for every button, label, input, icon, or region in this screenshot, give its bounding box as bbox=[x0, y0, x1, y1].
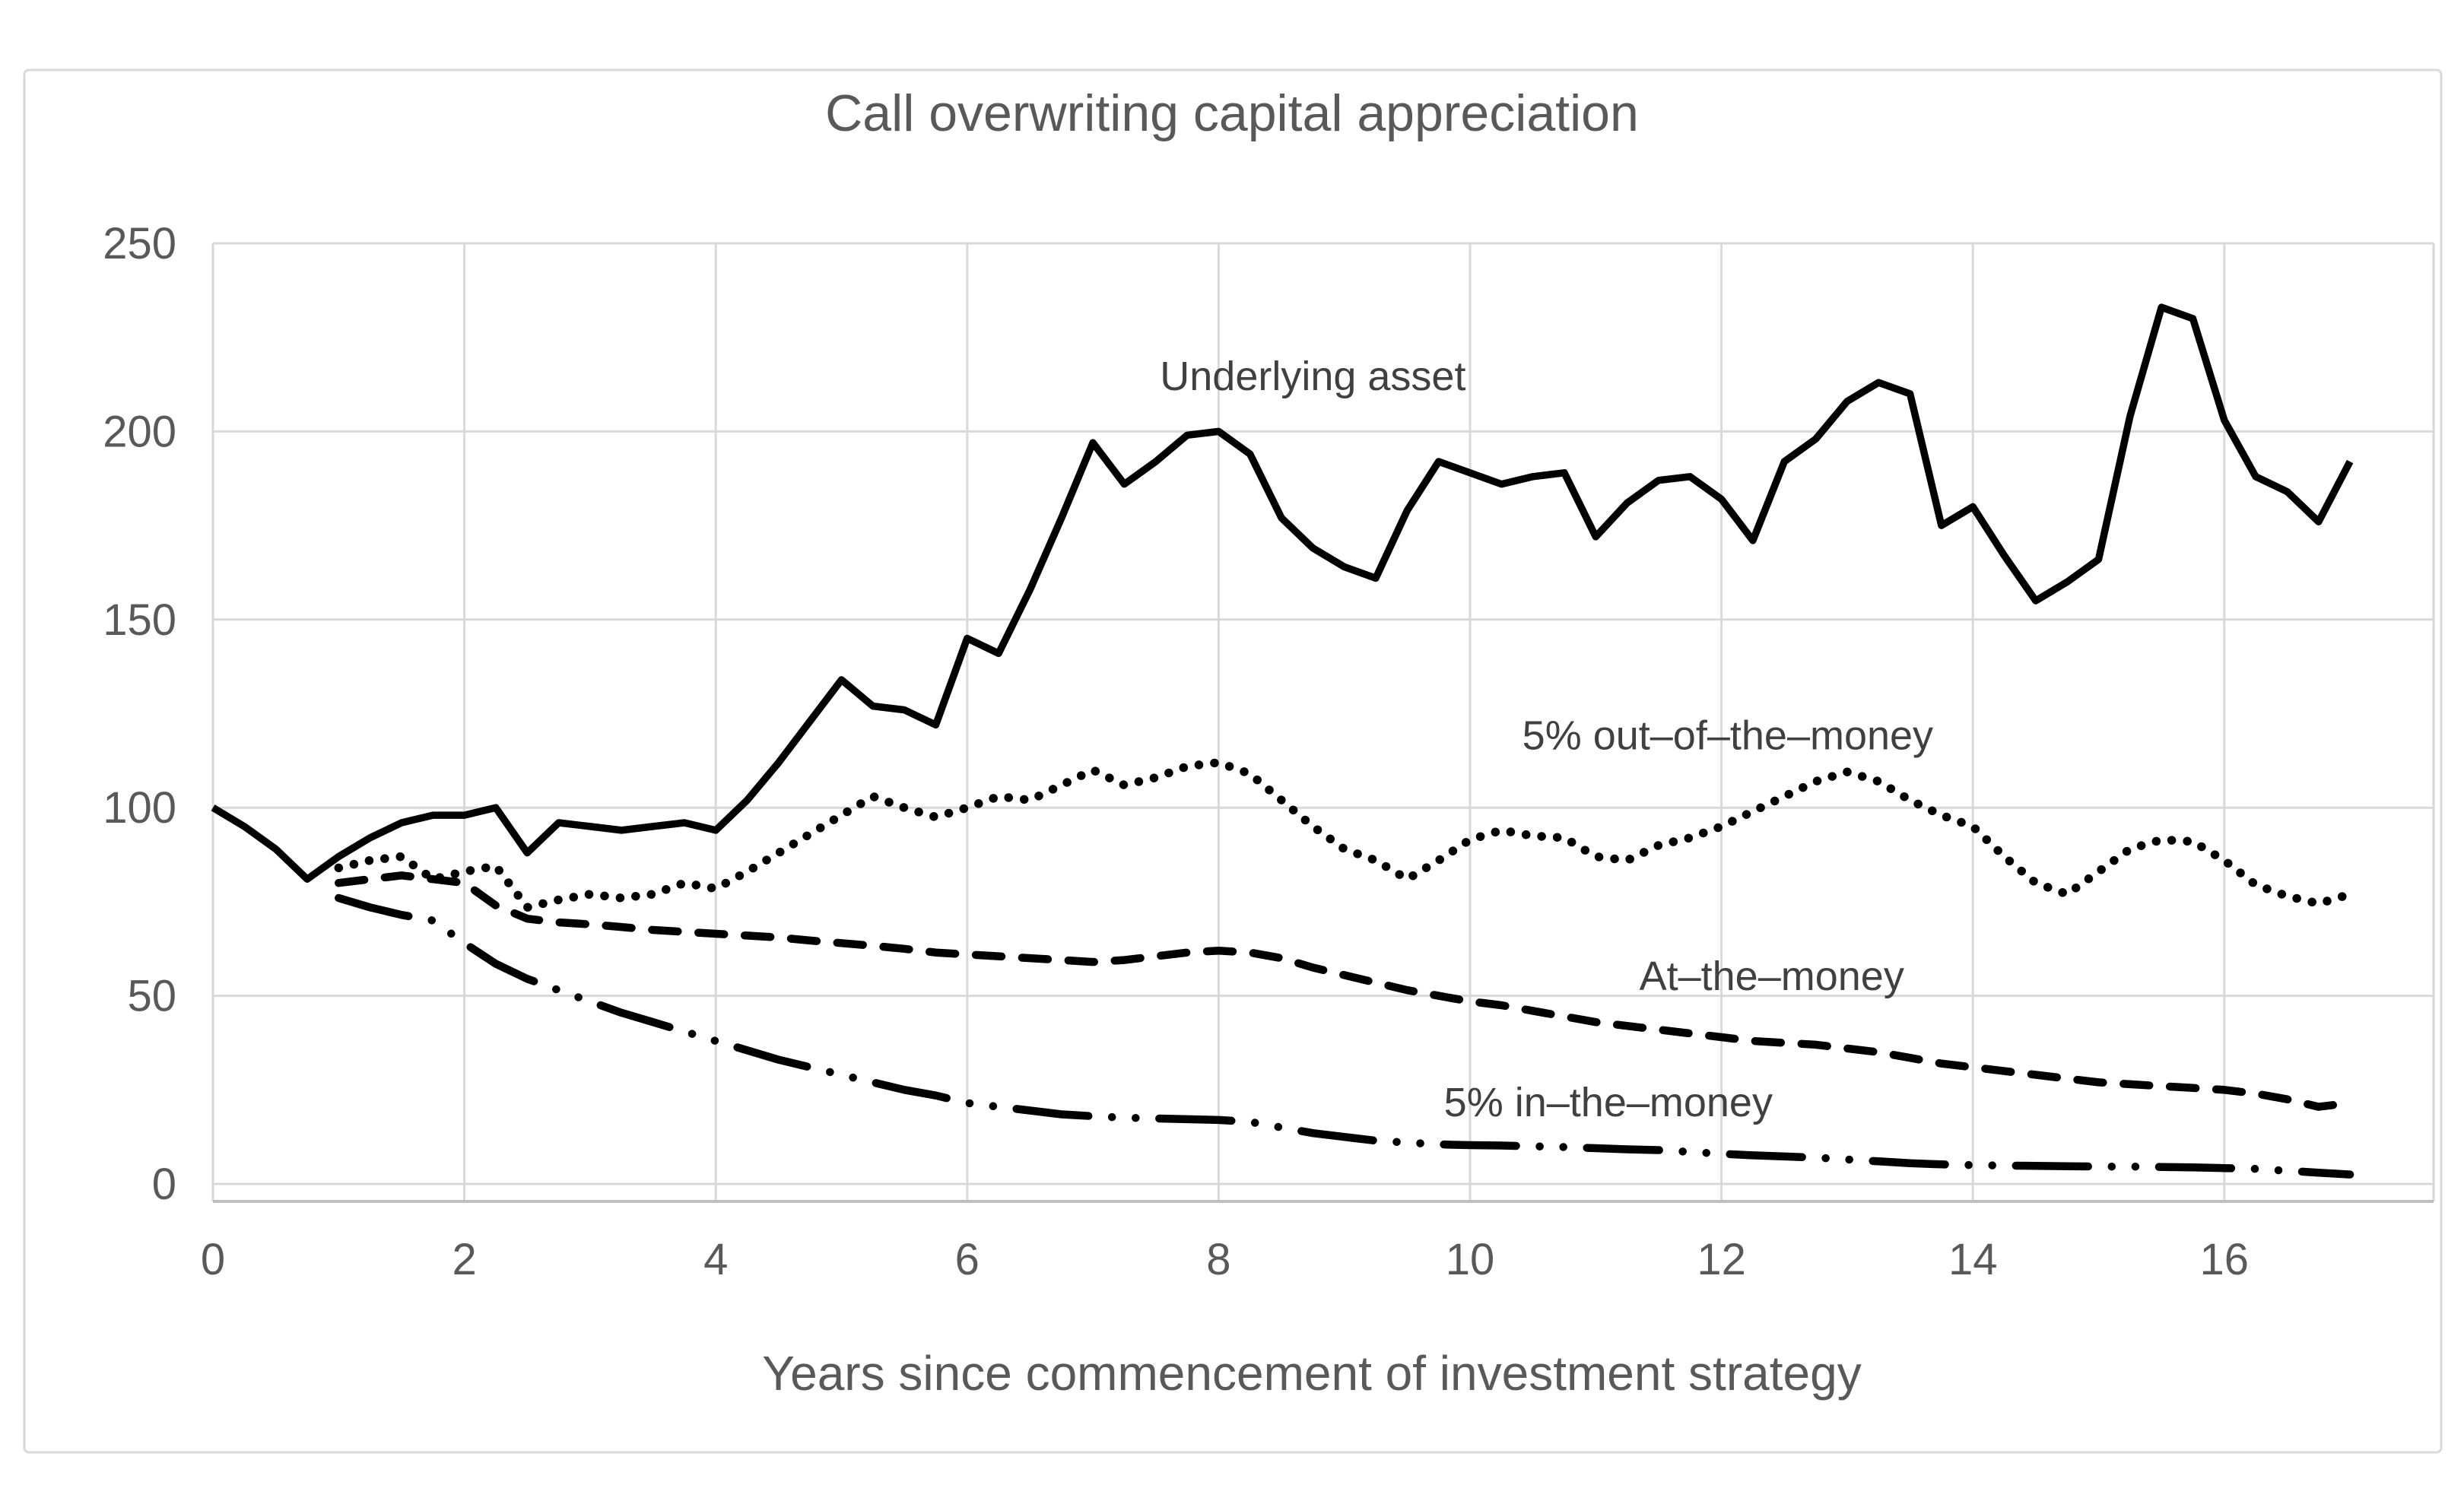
x-tick-label: 0 bbox=[201, 1235, 225, 1284]
x-axis-title: Years since commencement of investment s… bbox=[762, 1346, 1861, 1401]
y-tick-label: 50 bbox=[127, 972, 176, 1021]
label-5pct-in-the-money: 5% in–the–money bbox=[1444, 1080, 1773, 1125]
x-tick-label: 6 bbox=[955, 1235, 980, 1284]
x-tick-label: 10 bbox=[1446, 1235, 1495, 1284]
y-tick-labels: 0 50 100 150 200 250 bbox=[103, 219, 176, 1209]
x-tick-label: 4 bbox=[703, 1235, 728, 1284]
series-line-at-the-money bbox=[335, 871, 2354, 1111]
x-tick-label: 2 bbox=[452, 1235, 476, 1284]
x-tick-label: 8 bbox=[1206, 1235, 1230, 1284]
data-series bbox=[211, 303, 2354, 1179]
series-line-out-of-the-money-5pct bbox=[334, 758, 2354, 912]
label-at-the-money: At–the–money bbox=[1640, 954, 1904, 999]
y-tick-label: 200 bbox=[103, 407, 176, 456]
y-tick-label: 150 bbox=[103, 595, 176, 645]
label-5pct-out-of-the-money: 5% out–of–the–money bbox=[1523, 713, 1933, 759]
x-tick-label: 14 bbox=[1948, 1235, 1998, 1284]
chart-border bbox=[23, 68, 2443, 1454]
y-tick-label: 100 bbox=[103, 783, 176, 833]
y-tick-label: 250 bbox=[103, 219, 176, 268]
gridlines bbox=[211, 242, 2435, 1201]
x-tick-label: 16 bbox=[2200, 1235, 2250, 1284]
series-line-in-the-money-5pct bbox=[335, 893, 2354, 1179]
x-tick-labels: 0 2 4 6 8 10 12 14 16 bbox=[201, 1235, 2249, 1284]
label-underlying-asset: Underlying asset bbox=[1160, 354, 1465, 399]
y-tick-label: 0 bbox=[152, 1160, 176, 1209]
series-line-underlying-asset bbox=[211, 303, 2354, 883]
x-tick-label: 12 bbox=[1697, 1235, 1746, 1284]
chart-title: Call overwriting capital appreciation bbox=[825, 84, 1639, 142]
